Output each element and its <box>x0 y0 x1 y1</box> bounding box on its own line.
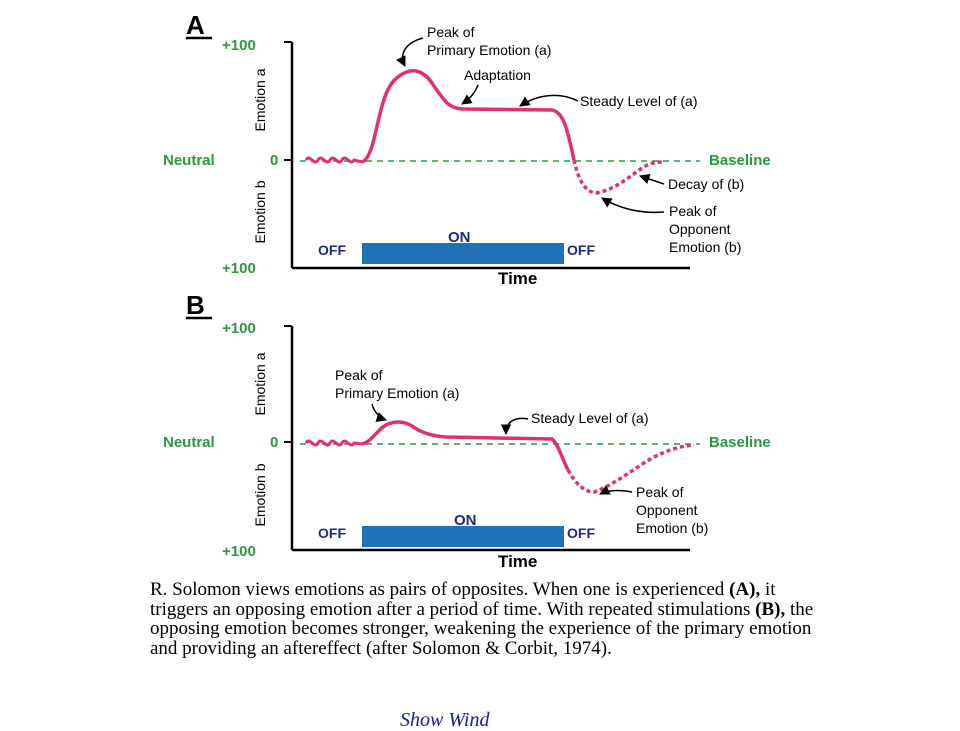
panel-b-zero-label: 0 <box>270 434 278 451</box>
panel-a-opponent-label-line3: Emotion (b) <box>669 239 741 255</box>
panel-a-letter: A <box>186 10 205 40</box>
panel-a-peak-arrow <box>396 37 424 67</box>
panel-a-emotion-a-label: Emotion a <box>252 68 268 131</box>
panel-a-opponent-arrow <box>601 197 665 214</box>
panel-b-primary-curve <box>361 420 570 471</box>
panel-a-on-label: ON <box>448 229 471 246</box>
panel-a-neutral-label: Neutral <box>163 152 215 169</box>
panel-a-opponent-label-line1: Peak of <box>669 203 717 219</box>
panel-b-letter: B <box>186 290 205 320</box>
figure-caption: R. Solomon views emotions as pairs of op… <box>150 580 830 658</box>
panel-b-x-axis-label: Time <box>498 552 537 571</box>
panel-a-adaptation-label: Adaptation <box>464 67 531 83</box>
panel-b-emotion-a-label: Emotion a <box>252 352 268 415</box>
panel-a-baseline-label: Baseline <box>709 152 771 169</box>
panel-b-opponent-label-line2: Opponent <box>636 502 698 518</box>
panel-a-peak-label-line1: Peak of <box>427 24 475 40</box>
caption-text-1: R. Solomon views emotions as pairs of op… <box>150 579 730 600</box>
panel-a: A +100 +100 Neutral 0 Emotion a Emotion … <box>163 10 771 288</box>
panel-a-ytop-label: +100 <box>222 37 256 54</box>
panel-b-ybottom-label: +100 <box>222 543 256 560</box>
panel-b-stimulus-bar <box>362 526 564 547</box>
panel-b: B +100 +100 Neutral 0 Emotion a Emotion … <box>163 290 771 571</box>
panel-b-opponent-label-line1: Peak of <box>636 484 684 500</box>
panel-b-peak-label-line2: Primary Emotion (a) <box>335 385 459 401</box>
panel-b-emotion-b-label: Emotion b <box>252 463 268 526</box>
panel-a-off-left-label: OFF <box>318 242 346 258</box>
panel-a-x-axis-label: Time <box>498 269 537 288</box>
panel-b-peak-label-line1: Peak of <box>335 367 383 383</box>
caption-text-2: it triggers an opposing emotion after a … <box>150 579 776 620</box>
panel-a-zero-label: 0 <box>270 152 278 169</box>
panel-b-steady-label: Steady Level of (a) <box>531 410 649 426</box>
caption-ref-b: (B), <box>755 598 786 620</box>
panel-a-steady-label: Steady Level of (a) <box>580 93 698 109</box>
panel-b-off-right-label: OFF <box>567 525 595 541</box>
panel-b-off-left-label: OFF <box>318 525 346 541</box>
panel-a-pre-stimulus-wiggle <box>304 156 363 164</box>
panel-b-neutral-label: Neutral <box>163 434 215 451</box>
panel-b-opponent-curve <box>566 443 695 494</box>
panel-a-off-right-label: OFF <box>567 242 595 258</box>
panel-b-pre-stimulus-wiggle <box>304 439 363 447</box>
panel-a-ybottom-label: +100 <box>222 260 256 277</box>
panel-b-opponent-arrow <box>599 485 633 495</box>
panel-b-steady-arrow <box>500 417 529 436</box>
panel-a-decay-arrow <box>639 174 665 185</box>
caption-text-3: the opposing emotion becomes stronger, w… <box>150 598 814 659</box>
panel-a-opponent-label-line2: Opponent <box>669 221 731 237</box>
panel-a-adaptation-arrow <box>461 84 479 105</box>
panel-a-peak-label-line2: Primary Emotion (a) <box>427 42 551 58</box>
panel-a-decay-label: Decay of (b) <box>668 176 744 192</box>
caption-ref-a: (A), <box>729 579 761 600</box>
panel-b-baseline-label: Baseline <box>709 434 771 451</box>
panel-b-opponent-label-line3: Emotion (b) <box>636 520 708 536</box>
panel-a-primary-curve <box>360 69 576 164</box>
panel-a-stimulus-bar <box>362 243 564 264</box>
panel-a-steady-arrow <box>519 94 579 107</box>
panel-a-opponent-curve <box>572 159 663 195</box>
panel-b-ytop-label: +100 <box>222 320 256 337</box>
panel-b-peak-arrow <box>371 403 387 422</box>
cut-off-link-text: Show Wind <box>400 709 490 731</box>
panel-b-on-label: ON <box>454 512 477 529</box>
panel-a-emotion-b-label: Emotion b <box>252 180 268 243</box>
